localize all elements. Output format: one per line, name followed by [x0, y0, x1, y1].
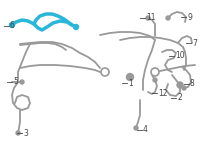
Text: 6: 6: [10, 21, 15, 30]
Circle shape: [182, 86, 186, 90]
Text: 3: 3: [23, 128, 28, 137]
Circle shape: [146, 16, 150, 20]
Circle shape: [74, 25, 78, 30]
Circle shape: [153, 78, 157, 82]
Circle shape: [101, 68, 109, 76]
Circle shape: [20, 80, 24, 84]
Text: 7: 7: [192, 39, 197, 47]
Text: 10: 10: [175, 51, 185, 61]
Text: 2: 2: [177, 93, 182, 102]
Circle shape: [134, 126, 138, 130]
Circle shape: [151, 68, 159, 76]
Circle shape: [10, 22, 14, 27]
Text: 8: 8: [190, 80, 195, 88]
Circle shape: [177, 82, 183, 88]
Circle shape: [16, 131, 20, 135]
Text: 11: 11: [146, 14, 156, 22]
Text: 4: 4: [143, 126, 148, 135]
Circle shape: [127, 74, 134, 81]
Text: 1: 1: [128, 78, 133, 87]
Circle shape: [166, 16, 170, 20]
Text: 12: 12: [158, 88, 168, 97]
Text: 9: 9: [187, 12, 192, 21]
Text: 5: 5: [13, 77, 18, 86]
